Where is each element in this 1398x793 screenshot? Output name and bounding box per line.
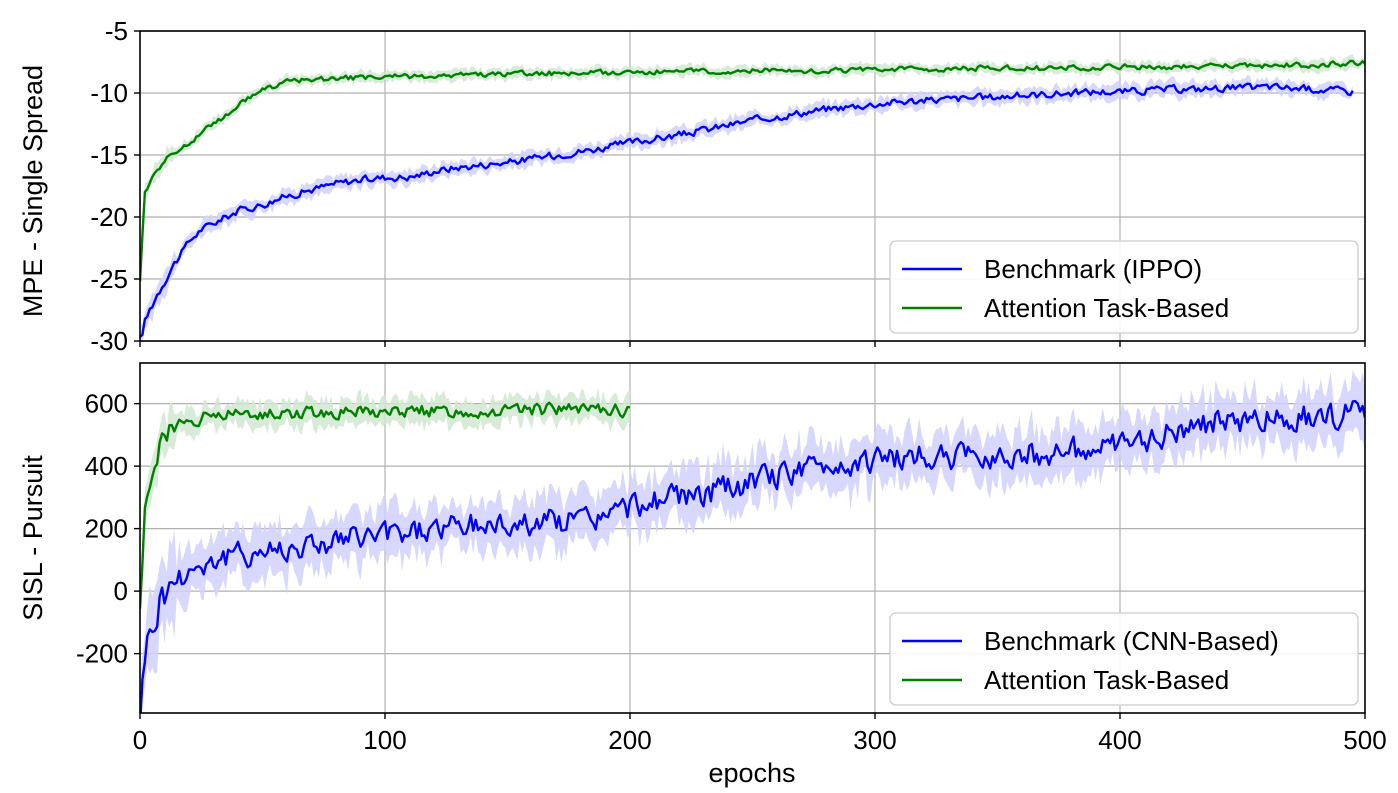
x-tick-label: 0 [133, 725, 147, 755]
x-tick-label: 100 [363, 725, 406, 755]
series-line [140, 59, 1365, 282]
y-tick-label: -200 [76, 639, 128, 669]
top-panel-y-ticks: -5 -10 -15 -20 -25 -30 [90, 16, 1366, 356]
legend-label: Attention Task-Based [984, 665, 1229, 695]
x-tick-label: 200 [608, 725, 651, 755]
x-tick-label: 400 [1098, 725, 1141, 755]
bottom-panel-legend: Benchmark (CNN-Based) Attention Task-Base… [889, 612, 1359, 706]
y-tick-label: 600 [85, 389, 128, 419]
legend-label: Benchmark (IPPO) [984, 254, 1202, 284]
bottom-panel-y-ticks: 600 400 200 0 -200 [76, 389, 140, 669]
bottom-panel-bands [140, 369, 1365, 713]
series-line [140, 399, 1365, 713]
y-tick-label: 200 [85, 514, 128, 544]
top-panel-frame [139, 30, 1366, 342]
x-tick-label: 500 [1343, 725, 1386, 755]
y-tick-label: -5 [105, 16, 128, 46]
y-tick-label: 0 [114, 576, 128, 606]
bottom-panel-frame [139, 362, 1366, 714]
y-tick-label: -15 [90, 140, 128, 170]
x-axis-title: epochs [708, 758, 795, 788]
legend-label: Attention Task-Based [984, 293, 1229, 323]
bottom-panel-x-ticks: 0 100 200 300 400 500 [133, 713, 1387, 755]
top-panel-series [140, 59, 1365, 338]
series-line [140, 401, 631, 609]
bottom-panel: 600 400 200 0 -200 0 100 200 300 400 500 epochs S… [18, 362, 1387, 788]
legend-box [889, 612, 1359, 706]
series-line [140, 82, 1354, 338]
bottom-panel-series [140, 399, 1365, 713]
y-tick-label: -20 [90, 202, 128, 232]
x-tick-label: 300 [853, 725, 896, 755]
top-y-axis-title: MPE - Single Spread [18, 65, 48, 317]
legend-box [889, 240, 1359, 334]
top-panel: -5 -10 -15 -20 -25 -30 MPE - Single Spread Be… [18, 16, 1366, 356]
y-tick-label: -25 [90, 264, 128, 294]
bottom-panel-grid [140, 363, 1365, 713]
y-tick-label: 400 [85, 451, 128, 481]
top-panel-legend: Benchmark (IPPO) Attention Task-Based [889, 240, 1359, 334]
y-tick-label: -10 [90, 78, 128, 108]
y-tick-label: -30 [90, 326, 128, 356]
bottom-y-axis-title: SISL - Pursuit [18, 455, 48, 621]
legend-label: Benchmark (CNN-Based) [984, 626, 1279, 656]
series-band [140, 387, 630, 631]
series-band [140, 369, 1365, 713]
